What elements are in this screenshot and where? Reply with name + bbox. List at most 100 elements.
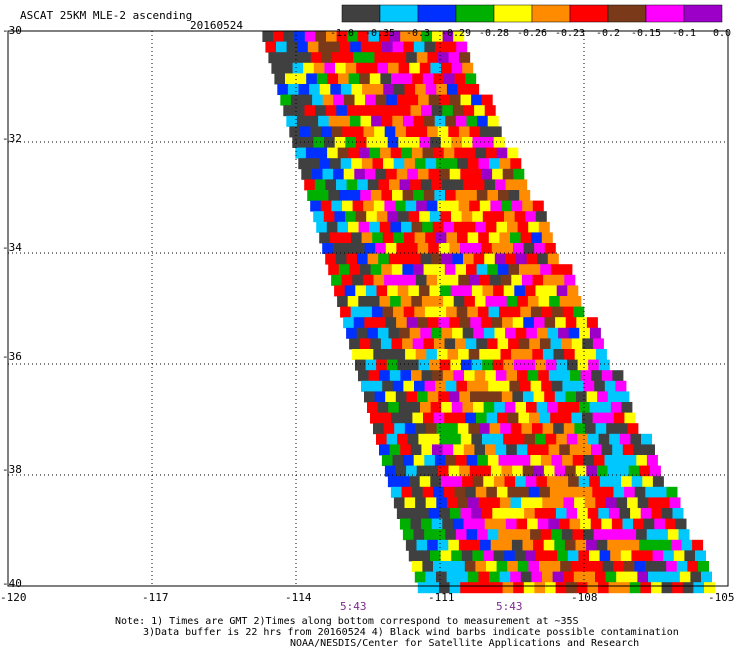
swath-cell [554,465,566,477]
legend-swatch [683,4,723,23]
swath-cell [516,518,528,530]
swath-cell [348,221,359,233]
swath-cell [480,539,492,551]
swath-cell [634,561,646,572]
swath-cell [466,115,478,127]
swath-cell [455,264,467,276]
swath-cell [386,168,398,180]
swath-cell [532,423,543,435]
swath-cell [467,380,478,392]
swath-cell [566,582,578,594]
swath-cell [464,296,476,307]
swath-cell [559,370,571,382]
swath-cell [448,539,460,551]
swath-cell [345,137,357,148]
swath-cell [547,402,559,413]
swath-cell [417,317,429,329]
swath-cell [476,190,488,201]
swath-cell [525,211,537,223]
swath-cell [448,126,460,138]
swath-cell [477,529,489,541]
swath-cell [608,582,620,594]
swath-cell [410,105,422,117]
swath-cell [431,518,443,530]
swath-cell [301,94,313,106]
swath-cell [651,508,663,519]
swath-cell [371,380,383,392]
swath-cell [283,31,295,42]
swath-cell [565,391,577,403]
swath-cell [459,52,471,64]
swath-cell [430,550,441,562]
swath-cell [547,327,559,339]
swath-cell [445,380,457,392]
swath-cell [487,264,499,276]
swath-cell [516,444,528,456]
swath-cell [497,338,509,350]
swath-cell [292,62,304,74]
swath-cell [458,274,470,286]
swath-cell [600,402,612,413]
swath-cell [609,433,621,445]
swath-cell [436,571,447,583]
swath-cell [364,168,376,180]
swath-cell [283,105,295,117]
swath-cell [673,550,685,562]
swath-cell [358,296,370,307]
swath-cell [636,529,648,541]
swath-cell [422,561,434,572]
swath-cell [595,423,607,435]
swath-cell [514,211,526,223]
swath-cell [525,550,537,562]
swath-cell [465,338,477,350]
swath-cell [560,486,572,498]
swath-cell [478,497,490,509]
swath-cell [538,296,550,307]
swath-cell [619,508,631,519]
swath-cell [468,349,480,360]
swath-cell [404,497,416,509]
swath-cell [462,62,474,74]
swath-cell [334,285,346,297]
swath-cell [514,359,525,371]
swath-cell [642,476,654,488]
swath-cell [437,200,449,212]
swath-cell [436,497,448,509]
swath-cell [604,455,616,466]
swath-cell [621,476,633,488]
swath-cell [445,41,457,53]
swath-cell [524,508,536,519]
swath-cell [357,179,369,191]
swath-cell [355,359,366,371]
swath-cell [461,359,472,371]
swath-cell [396,94,408,106]
legend-label: -0.1 [672,28,696,39]
swath-cell [393,306,405,318]
swath-cell [504,476,516,488]
swath-cell [459,465,471,477]
swath-cell [403,41,415,53]
swath-cell [436,423,448,435]
swath-cell [426,423,437,435]
swath-cell [565,465,577,477]
swath-cell [390,296,402,307]
swath-cell [432,31,443,42]
swath-cell [362,84,374,95]
legend-swatch [607,4,647,23]
swath-cell [332,243,344,254]
swath-cell [408,211,420,223]
swath-cell [436,349,448,360]
swath-cell [438,243,450,254]
swath-cell [461,137,473,148]
swath-cell [412,412,424,424]
swath-cell [364,391,375,403]
swath-cell [550,412,562,424]
swath-cell [411,370,422,382]
swath-cell [503,285,515,297]
swath-cell [586,391,598,403]
swath-cell [401,221,412,233]
swath-cell [612,370,624,382]
swath-cell [477,306,489,318]
swath-cell [308,158,320,170]
swath-cell [480,126,492,138]
